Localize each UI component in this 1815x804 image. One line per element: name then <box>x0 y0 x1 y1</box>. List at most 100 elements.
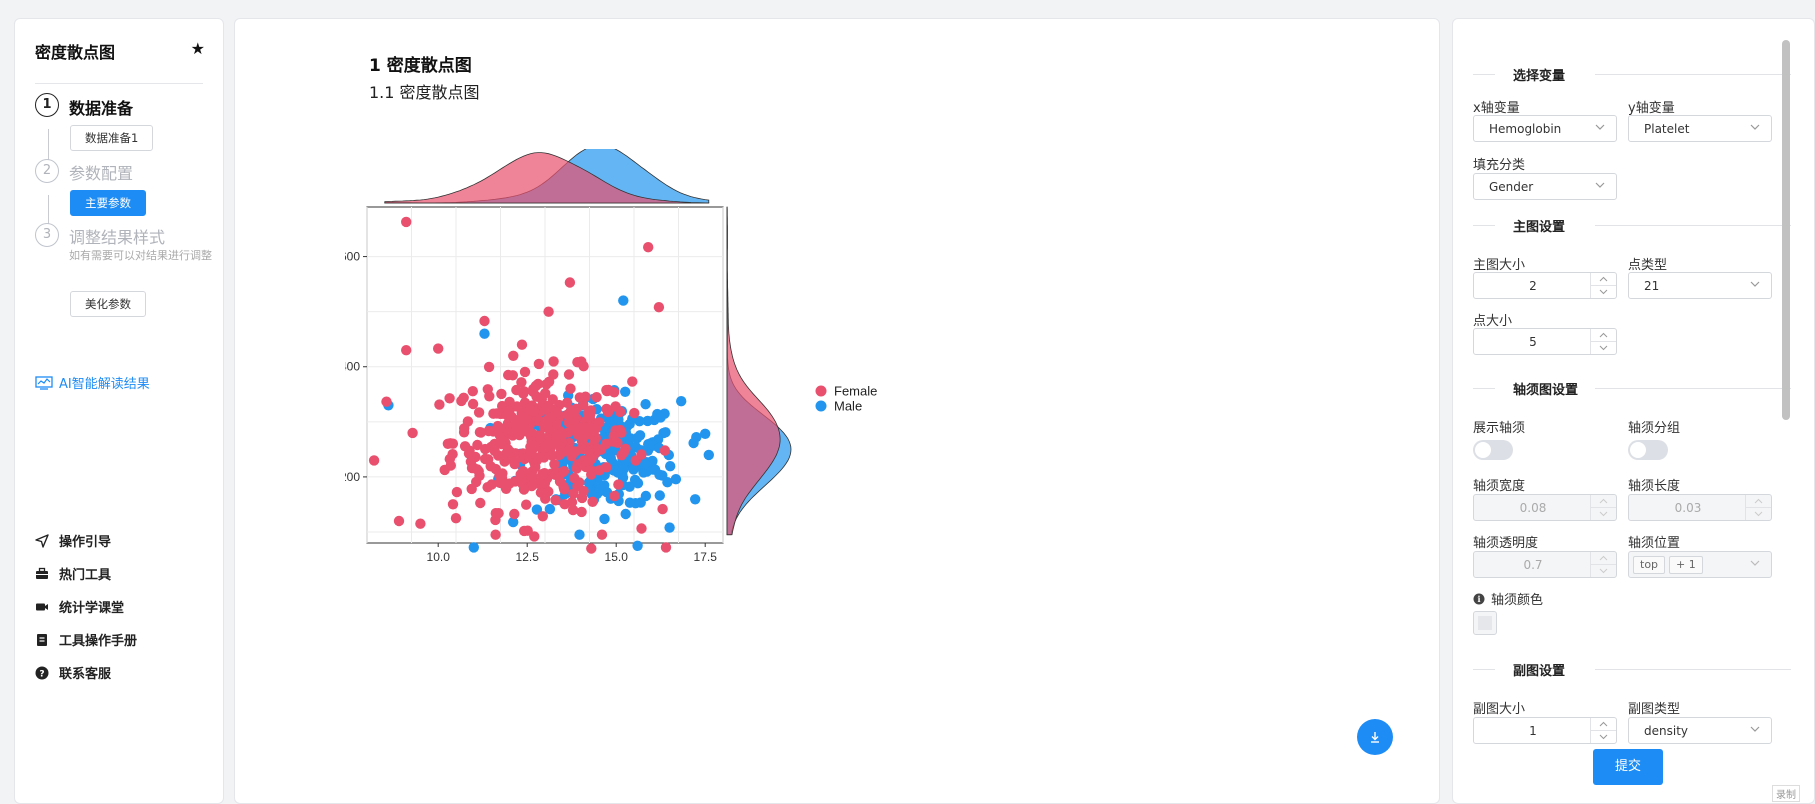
scatter-point-female <box>559 499 570 510</box>
scatter-point-male <box>468 542 479 553</box>
nav-stats-class[interactable]: 统计学课堂 <box>35 597 124 616</box>
chevron-down-icon <box>1595 124 1605 130</box>
rug-group-toggle[interactable] <box>1628 440 1668 460</box>
x-var-select[interactable]: Hemoglobin <box>1473 115 1617 142</box>
chevron-down-icon[interactable] <box>1599 568 1608 574</box>
scatter-point-male <box>586 488 597 500</box>
scatter-point-female <box>503 427 514 438</box>
scatter-point-female <box>368 455 380 466</box>
rug-position-tag[interactable]: top <box>1633 556 1666 574</box>
chevron-down-icon[interactable] <box>1599 734 1608 740</box>
scatter-point-male <box>531 504 543 515</box>
nav-guide-label: 操作引导 <box>59 535 112 550</box>
section-title: 主图设置 <box>1513 220 1566 235</box>
scatter-point-female <box>537 511 548 522</box>
chevron-down-icon[interactable] <box>1599 511 1608 517</box>
stepper-buttons[interactable] <box>1590 552 1616 577</box>
step-connector <box>48 195 49 245</box>
scatter-point-male <box>700 428 711 439</box>
show-rug-toggle[interactable] <box>1473 440 1513 460</box>
chevron-down-icon[interactable] <box>1754 511 1763 517</box>
sub-type-select[interactable]: density <box>1628 717 1772 744</box>
scatter-point-female <box>636 523 647 534</box>
nav-manual[interactable]: 工具操作手册 <box>35 630 137 649</box>
data-prep-button[interactable]: 数据准备1 <box>70 125 154 151</box>
rug-position-select[interactable]: top + 1 <box>1628 551 1772 578</box>
stepper-buttons[interactable] <box>1590 329 1616 354</box>
scatter-point-female <box>601 403 612 415</box>
rug-width-stepper[interactable]: 0.08 <box>1473 494 1617 521</box>
rug-length-stepper[interactable]: 0.03 <box>1628 494 1772 521</box>
point-size-stepper[interactable]: 5 <box>1473 328 1617 355</box>
fill-select[interactable]: Gender <box>1473 173 1617 200</box>
scatter-point-female <box>491 408 502 419</box>
scatter-point-female <box>484 391 495 402</box>
rug-width-value: 0.08 <box>1519 501 1547 515</box>
scatter-point-female <box>536 394 547 405</box>
scatter-point-male <box>662 477 673 488</box>
step-2-label[interactable]: 参数配置 <box>69 164 134 183</box>
rug-position-more-tag[interactable]: + 1 <box>1669 556 1703 574</box>
scatter-point-female <box>657 503 668 515</box>
download-button[interactable] <box>1357 719 1393 755</box>
chevron-up-icon[interactable] <box>1599 498 1608 504</box>
scatter-point-female <box>475 497 486 509</box>
step-1-label[interactable]: 数据准备 <box>69 99 134 118</box>
scatter-point-female <box>434 399 445 410</box>
chevron-down-icon[interactable] <box>1599 289 1608 295</box>
chevron-up-icon[interactable] <box>1599 721 1608 727</box>
stepper-buttons[interactable] <box>1745 495 1771 520</box>
scatter-point-male <box>640 399 651 410</box>
ai-link-label: AI智能解读结果 <box>59 377 150 392</box>
step-3-label[interactable]: 调整结果样式 <box>69 228 166 247</box>
scatter-point-female <box>507 370 518 381</box>
chevron-up-icon[interactable] <box>1599 332 1608 338</box>
scatter-point-male <box>670 474 682 485</box>
scatter-point-female <box>636 449 647 460</box>
record-badge[interactable]: 录制 <box>1772 785 1800 802</box>
point-type-select[interactable]: 21 <box>1628 272 1772 299</box>
stepper-buttons[interactable] <box>1590 273 1616 298</box>
legend-marker-male <box>815 400 827 412</box>
x-tick-label: 17.5 <box>694 550 718 564</box>
main-params-button[interactable]: 主要参数 <box>70 190 146 216</box>
scatter-point-female <box>519 525 530 537</box>
step-1-number: 1 <box>35 93 59 117</box>
nav-contact[interactable]: ? 联系客服 <box>35 663 111 682</box>
style-params-button[interactable]: 美化参数 <box>70 291 146 317</box>
rug-alpha-stepper[interactable]: 0.7 <box>1473 551 1617 578</box>
scrollbar-thumb[interactable] <box>1782 40 1790 420</box>
left-sidebar: 密度散点图 ★ 1 数据准备 数据准备1 2 参数配置 主要参数 3 调整结果样… <box>14 18 224 804</box>
scatter-point-female <box>596 529 608 540</box>
y-var-select[interactable]: Platelet <box>1628 115 1772 142</box>
stepper-buttons[interactable] <box>1590 718 1616 743</box>
chevron-down-icon[interactable] <box>1599 345 1608 351</box>
rug-color-picker[interactable] <box>1473 611 1497 635</box>
result-panel: 1 密度散点图 1.1 密度散点图 10.0 12.5 15.0 17.5 200 400… <box>234 18 1440 804</box>
scatter-point-male <box>605 453 616 464</box>
scatter-point-female <box>516 339 528 350</box>
chevron-down-icon <box>1750 124 1760 130</box>
main-size-stepper[interactable]: 2 <box>1473 272 1617 299</box>
scatter-point-female <box>561 397 573 408</box>
scatter-point-female <box>550 432 562 443</box>
scatter-point-male <box>544 503 556 515</box>
chevron-up-icon[interactable] <box>1599 555 1608 561</box>
chevron-up-icon[interactable] <box>1599 276 1608 282</box>
submit-button[interactable]: 提交 <box>1593 749 1663 785</box>
scatter-point-female <box>496 439 508 450</box>
star-icon[interactable]: ★ <box>190 39 205 58</box>
nav-hot-tools[interactable]: 热门工具 <box>35 564 111 583</box>
stepper-buttons[interactable] <box>1590 495 1616 520</box>
chevron-up-icon[interactable] <box>1754 498 1763 504</box>
legend-marker-female <box>815 385 827 397</box>
top-density-female <box>384 152 710 204</box>
scatter-point-female <box>596 444 607 455</box>
scatter-point-female <box>558 481 569 493</box>
ai-interpret-link[interactable]: AI智能解读结果 <box>35 373 150 392</box>
scatter-point-female <box>393 515 405 527</box>
chevron-down-icon <box>1750 281 1760 287</box>
nav-guide[interactable]: 操作引导 <box>35 531 111 550</box>
scatter-point-male <box>640 490 652 502</box>
sub-size-stepper[interactable]: 1 <box>1473 717 1617 744</box>
